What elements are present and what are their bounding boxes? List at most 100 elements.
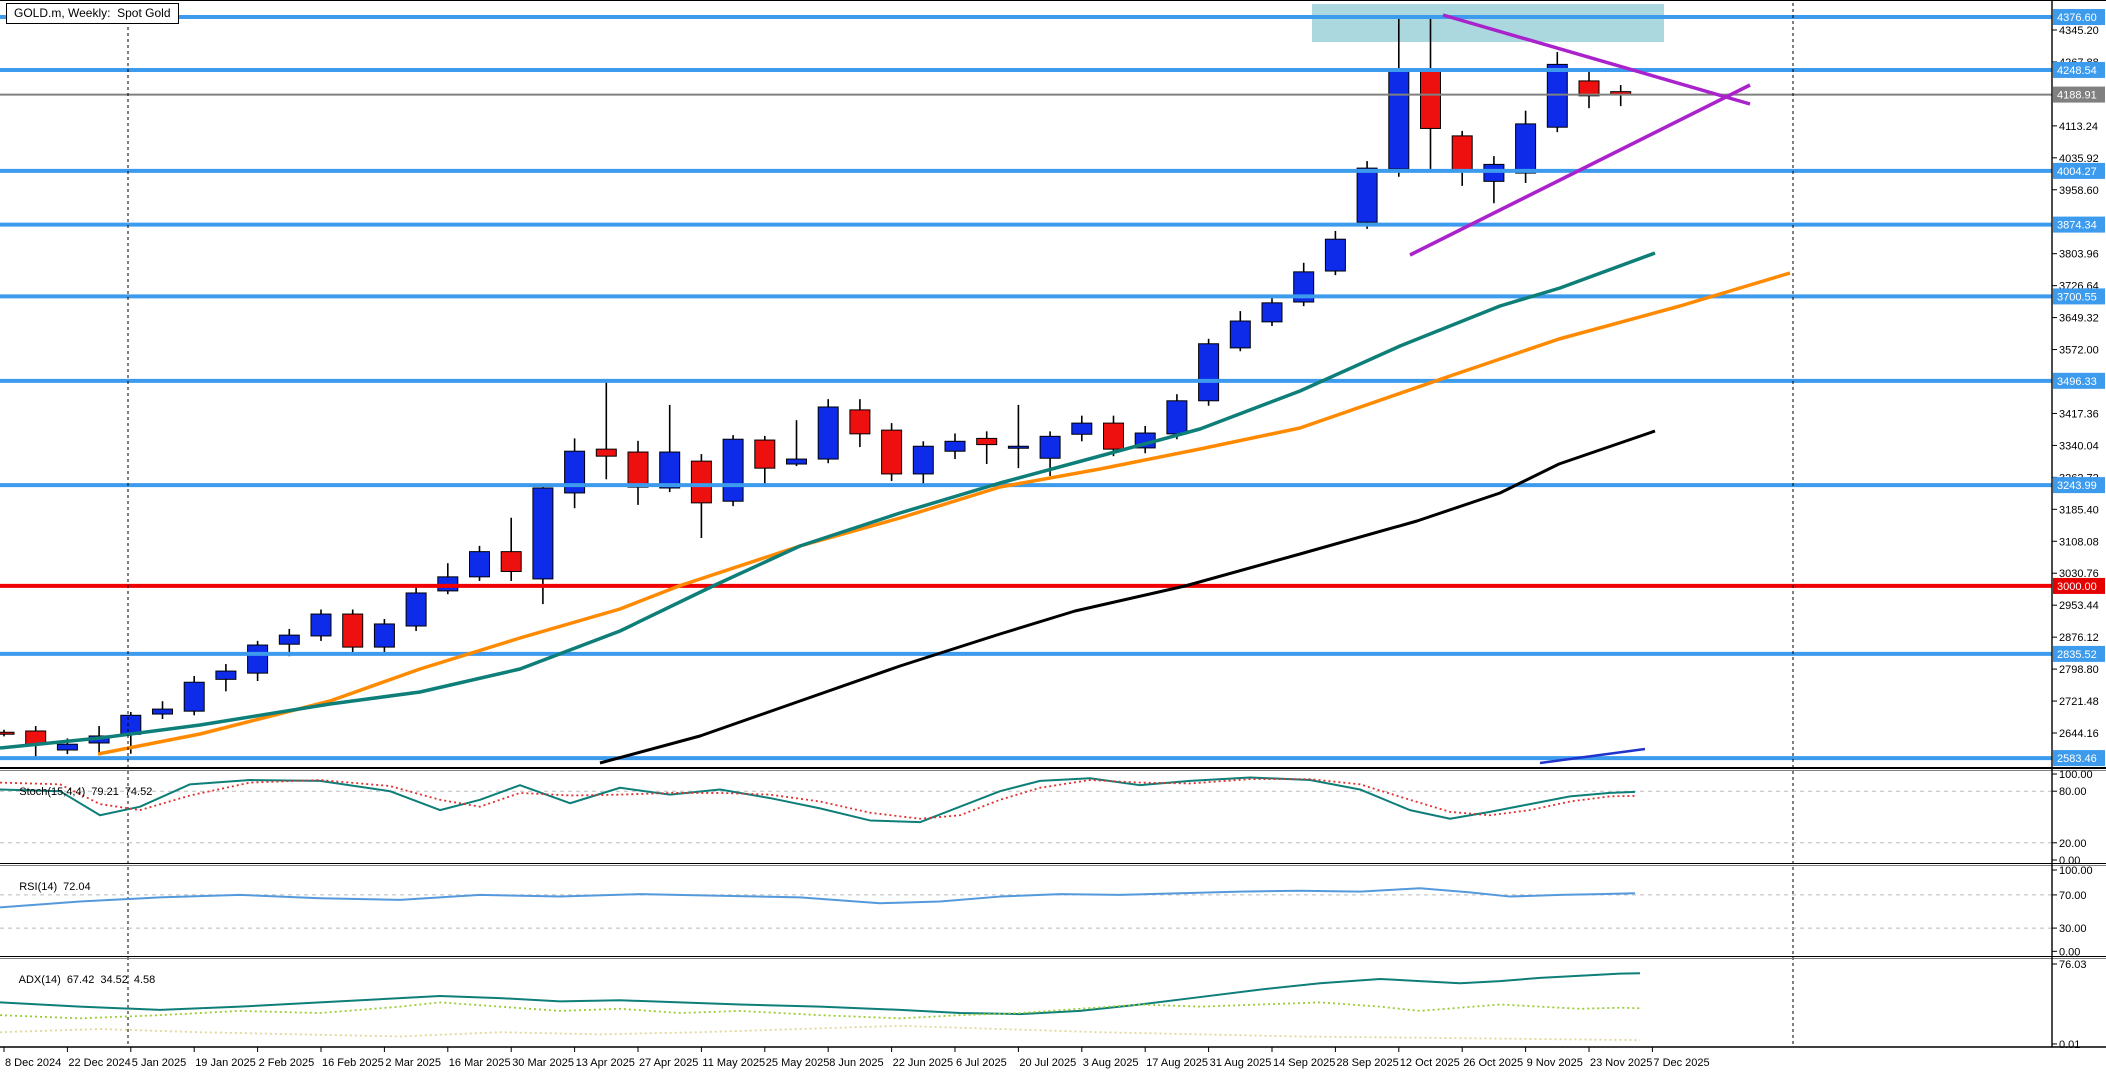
price-badge-label: 3243.99 — [2057, 480, 2097, 492]
date-tick-label: 11 May 2025 — [702, 1057, 765, 1069]
candle-bull — [373, 623, 395, 648]
price-badge — [2053, 477, 2105, 494]
rsi-value: 72.04 — [63, 881, 91, 893]
candle-bull — [659, 451, 681, 489]
date-tick-label: 26 Oct 2025 — [1463, 1057, 1523, 1069]
date-tick-label: 19 Jan 2025 — [195, 1057, 256, 1069]
price-badge — [2053, 645, 2105, 662]
price-axis[interactable]: 4345.204267.884113.244035.923958.603803.… — [2052, 9, 2105, 767]
candle-bear — [690, 460, 712, 504]
rsi-indicator-label: RSI(14) 72.04 — [7, 869, 91, 905]
candle-bull — [1388, 70, 1410, 170]
rsi-axis-label: 100.00 — [2059, 865, 2093, 877]
date-tick-label: 23 Nov 2025 — [1590, 1057, 1652, 1069]
date-tick-label: 6 Jul 2025 — [956, 1057, 1007, 1069]
candle-bear — [1420, 70, 1441, 129]
candle-bull — [152, 708, 173, 715]
price-tick-label: 2876.12 — [2059, 632, 2099, 644]
price-badge-label: 3496.33 — [2057, 376, 2097, 388]
candle-bear — [754, 439, 776, 469]
stoch-axis-label: 20.00 — [2059, 838, 2087, 850]
adx-value-plus-di: 34.52 — [100, 974, 128, 986]
adx-name: ADX(14) — [18, 974, 61, 986]
candle-bear — [849, 409, 871, 435]
candle-bull — [405, 592, 427, 627]
consolidation-rectangle[interactable] — [1312, 4, 1664, 42]
date-tick-label: 5 Jan 2025 — [132, 1057, 186, 1069]
candle-bull — [215, 670, 237, 680]
adx-axis-label: 76.03 — [2059, 959, 2087, 971]
candle-bull — [310, 613, 332, 637]
candle-bear — [627, 451, 649, 488]
slow-ma-black — [599, 429, 1656, 765]
stoch-indicator-label: Stoch(15,4,4) 79.21 74.52 — [7, 774, 152, 810]
candle-bull — [1515, 123, 1537, 174]
long-ma-blue — [1539, 747, 1646, 765]
candle-bull — [722, 438, 744, 502]
price-badge — [2053, 162, 2105, 179]
stoch-signal — [0, 778, 1636, 820]
triangle-trendline[interactable] — [1409, 83, 1751, 257]
date-tick-label: 13 Apr 2025 — [576, 1057, 635, 1069]
candle-bull — [1198, 343, 1220, 402]
stoch-axis-label: 80.00 — [2059, 786, 2087, 798]
symbol-title: GOLD.m, Weekly: Spot Gold — [6, 3, 179, 24]
price-tick-label: 2644.16 — [2059, 728, 2099, 740]
candle-bear — [1103, 422, 1124, 450]
candle-bear — [0, 731, 15, 735]
price-tick-label: 3030.76 — [2059, 568, 2099, 580]
price-badge-label: 3700.55 — [2057, 291, 2097, 303]
stoch-axis-label: 100.00 — [2059, 769, 2093, 781]
price-badge — [2053, 750, 2105, 767]
candle-bull — [469, 551, 490, 578]
candle-bear — [1578, 80, 1600, 97]
candle-bull — [532, 487, 554, 580]
date-tick-label: 3 Aug 2025 — [1083, 1057, 1139, 1069]
price-tick-label: 2798.80 — [2059, 664, 2099, 676]
price-badge-label: 3874.34 — [2057, 220, 2097, 232]
price-tick-label: 2721.48 — [2059, 696, 2099, 708]
date-tick-label: 28 Sep 2025 — [1336, 1057, 1398, 1069]
candle-bull — [183, 681, 205, 712]
candles-layer — [0, 17, 1632, 758]
date-tick-label: 27 Apr 2025 — [639, 1057, 698, 1069]
price-tick-label: 3803.96 — [2059, 249, 2099, 261]
price-tick-label: 3185.40 — [2059, 504, 2099, 516]
candle-bear — [881, 429, 903, 475]
price-badge — [2053, 9, 2105, 26]
candle-bull — [817, 406, 839, 460]
candle-bull — [1007, 445, 1029, 449]
date-tick-label: 8 Jun 2025 — [829, 1057, 883, 1069]
candle-bear — [976, 437, 998, 446]
adx-plus-di — [0, 1001, 1641, 1020]
price-tick-label: 3649.32 — [2059, 313, 2099, 325]
date-tick-label: 2 Mar 2025 — [385, 1057, 441, 1069]
candle-bear — [342, 613, 364, 648]
candle-bull — [1546, 63, 1568, 128]
adx-axis-label: 0.01 — [2059, 1039, 2080, 1051]
adx-value-main: 67.42 — [66, 974, 95, 986]
candle-bull — [912, 445, 934, 475]
price-badge-label: 4004.27 — [2057, 166, 2097, 178]
date-tick-label: 22 Jun 2025 — [893, 1057, 954, 1069]
adx-main — [0, 972, 1641, 1016]
date-tick-label: 22 Dec 2024 — [68, 1057, 130, 1069]
price-tick-label: 3108.08 — [2059, 536, 2099, 548]
candle-bull — [1039, 435, 1061, 459]
candle-bull — [564, 450, 586, 494]
price-tick-label: 4035.92 — [2059, 153, 2099, 165]
date-axis[interactable]: 8 Dec 2024 22 Dec 2024 5 Jan 2025 19 Jan 20… — [3, 1047, 1710, 1069]
date-tick-label: 8 Dec 2024 — [5, 1057, 61, 1069]
indicator-panels: 100.0080.0020.000.00100.0070.0030.000.00… — [0, 768, 2106, 1051]
fast-ma-teal — [0, 251, 1656, 750]
date-tick-label: 30 Mar 2025 — [512, 1057, 574, 1069]
triangle-pattern[interactable] — [1409, 13, 1751, 257]
candle-bull — [1261, 302, 1283, 323]
triangle-trendline[interactable] — [1442, 13, 1751, 106]
date-tick-label: 16 Feb 2025 — [322, 1057, 384, 1069]
candle-bull — [56, 743, 78, 751]
candle-bull — [1071, 422, 1093, 435]
sr-lines-layer[interactable] — [0, 15, 2052, 761]
